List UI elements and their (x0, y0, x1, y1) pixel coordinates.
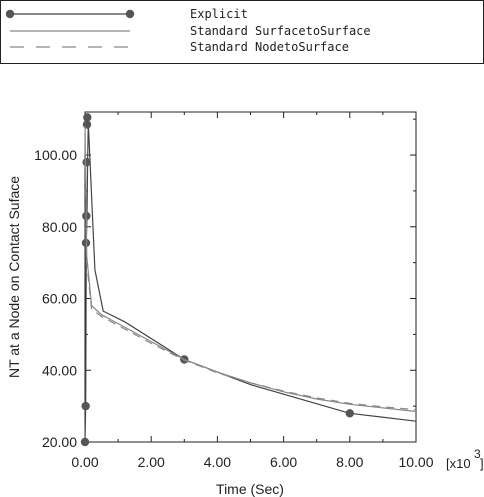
series-marker (82, 158, 91, 167)
series-marker (345, 409, 354, 418)
legend-label-2: Standard SurfacetoSurface (190, 24, 371, 38)
x-tick-label: 2.00 (138, 454, 165, 470)
legend-frame (0, 0, 484, 64)
legend-label-3: Standard NodetoSurface (190, 40, 349, 54)
series-marker (80, 437, 90, 447)
x-multiplier-close: ] (480, 456, 484, 471)
series-line-1 (84, 122, 417, 443)
series-marker (82, 120, 92, 129)
legend: Explicit Standard SurfacetoSurface Standar… (0, 0, 484, 64)
x-axis-label: Time (Sec) (216, 481, 284, 497)
x-multiplier-exp: 3 (474, 447, 481, 461)
legend-marker (125, 9, 135, 19)
series-line-2 (84, 126, 417, 413)
legend-label-1: Explicit (190, 7, 248, 21)
y-tick-label: 60.00 (42, 291, 77, 307)
x-multiplier-label: [x10 (446, 456, 471, 471)
series-marker (81, 401, 90, 411)
y-tick-label: 100.00 (34, 147, 77, 163)
x-tick-label: 8.00 (336, 454, 363, 470)
y-axis-label: NT at a Node on Contact Suface (6, 176, 22, 378)
legend-marker (5, 9, 15, 19)
y-tick-label: 80.00 (42, 219, 77, 235)
x-tick-label: 10.00 (398, 454, 433, 470)
series-line-3 (84, 133, 417, 411)
x-tick-label: 6.00 (270, 454, 297, 470)
series-marker (83, 113, 92, 122)
x-tick-label: 4.00 (204, 454, 231, 470)
y-tick-label: 20.00 (42, 434, 77, 450)
plot-area (84, 111, 417, 443)
x-tick-label: 0.00 (71, 454, 98, 470)
y-tick-label: 40.00 (42, 362, 77, 378)
